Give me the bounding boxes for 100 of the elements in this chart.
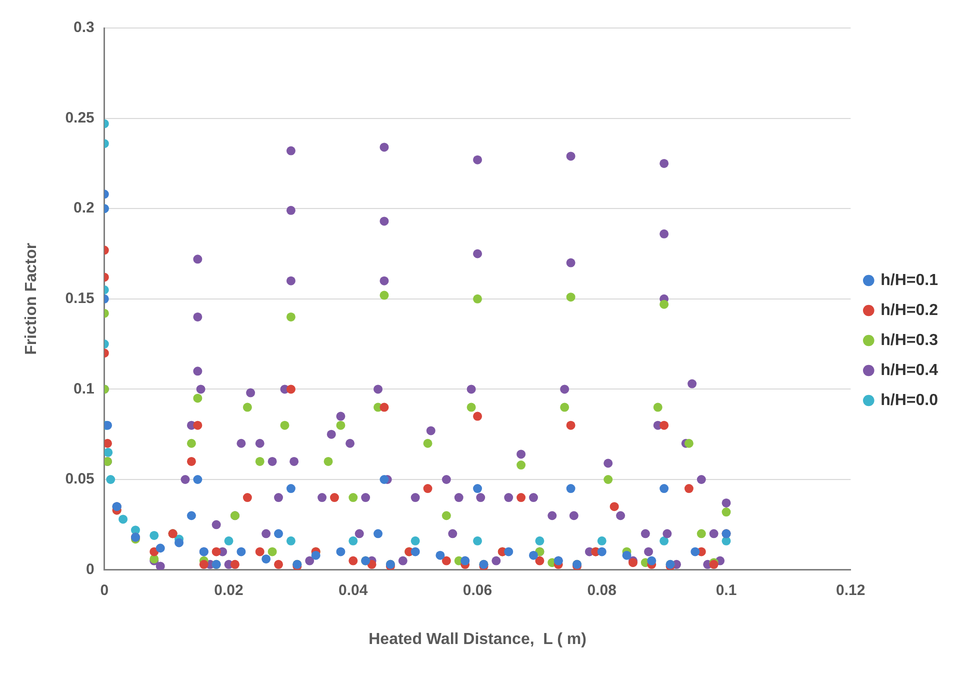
point	[604, 475, 613, 484]
point	[268, 547, 277, 556]
legend-label: h/H=0.4	[880, 362, 938, 379]
point	[466, 402, 476, 412]
point	[560, 402, 570, 412]
point	[186, 456, 196, 466]
y-axis-title: Friction Factor	[23, 242, 40, 355]
point	[212, 547, 221, 556]
point	[274, 529, 284, 538]
x-tick-label: 0.06	[462, 582, 492, 599]
point	[504, 547, 514, 556]
point	[242, 402, 252, 412]
point	[473, 294, 482, 304]
point	[380, 475, 389, 484]
point	[374, 529, 383, 538]
point	[255, 547, 264, 556]
point	[473, 484, 482, 494]
point	[622, 550, 632, 560]
point	[193, 420, 202, 430]
point	[660, 420, 669, 430]
point	[104, 448, 113, 457]
point	[104, 438, 112, 448]
point	[410, 547, 420, 556]
point	[722, 508, 731, 517]
point	[597, 536, 606, 546]
x-tick-label: 0.1	[716, 582, 737, 599]
point	[696, 529, 706, 538]
point	[174, 538, 184, 548]
point	[684, 484, 694, 494]
point	[410, 536, 420, 546]
x-axis-title: Heated Wall Distance, L ( m)	[368, 630, 586, 648]
point	[348, 536, 358, 546]
point	[118, 514, 128, 524]
point	[660, 484, 669, 494]
y-tick-label: 0.15	[65, 290, 94, 308]
y-tick-label: 0	[86, 560, 94, 578]
point	[423, 484, 432, 494]
point	[528, 550, 538, 560]
point	[193, 475, 202, 484]
y-tick-label: 0.1	[74, 380, 94, 398]
point	[516, 460, 526, 470]
point	[280, 420, 290, 430]
x-tick-label: 0	[100, 582, 109, 599]
point	[535, 536, 544, 546]
point	[106, 475, 116, 484]
y-tick-label: 0.25	[65, 109, 94, 126]
y-tick-label: 0.05	[65, 470, 94, 488]
point	[653, 402, 662, 412]
point	[230, 560, 240, 569]
point	[286, 312, 296, 322]
point	[566, 484, 576, 494]
point	[535, 556, 544, 566]
legend-label: h/H=0.2	[880, 302, 938, 319]
x-tick-label: 0.08	[587, 582, 616, 599]
point	[262, 554, 271, 564]
point	[436, 550, 445, 560]
point	[336, 547, 346, 556]
point	[473, 536, 482, 546]
legend-label: h/H=0.3	[880, 332, 938, 349]
x-tick-label: 0.04	[338, 582, 368, 599]
point	[286, 384, 296, 394]
point	[647, 556, 656, 566]
point	[423, 438, 432, 448]
point	[286, 484, 296, 494]
x-tick-label: 0.12	[836, 582, 866, 599]
point	[324, 456, 333, 466]
point	[516, 493, 526, 502]
point	[660, 300, 669, 309]
x-tick-label: 0.02	[214, 582, 244, 599]
y-tick-label: 0.2	[74, 200, 94, 217]
point	[684, 438, 694, 448]
point	[156, 544, 165, 553]
point	[690, 547, 700, 556]
point	[286, 536, 296, 546]
legend-label: h/H=0.1	[880, 272, 938, 289]
point	[660, 536, 669, 546]
point	[566, 292, 576, 302]
point	[473, 412, 482, 421]
point	[566, 420, 576, 430]
point	[274, 560, 284, 569]
point	[336, 420, 346, 430]
point	[255, 456, 264, 466]
point	[199, 560, 208, 569]
point	[597, 547, 606, 556]
point	[186, 511, 196, 520]
point	[236, 547, 246, 556]
point	[380, 290, 389, 300]
point	[610, 502, 619, 512]
point	[150, 530, 159, 540]
point	[330, 493, 339, 502]
point	[348, 493, 358, 502]
point	[242, 493, 252, 502]
legend-label: h/H=0.0	[880, 392, 938, 409]
point	[442, 511, 451, 520]
point	[193, 394, 202, 403]
point	[442, 556, 451, 566]
point	[311, 550, 320, 560]
point	[186, 438, 196, 448]
y-tick-label: 0.3	[74, 19, 94, 36]
point	[224, 536, 234, 546]
